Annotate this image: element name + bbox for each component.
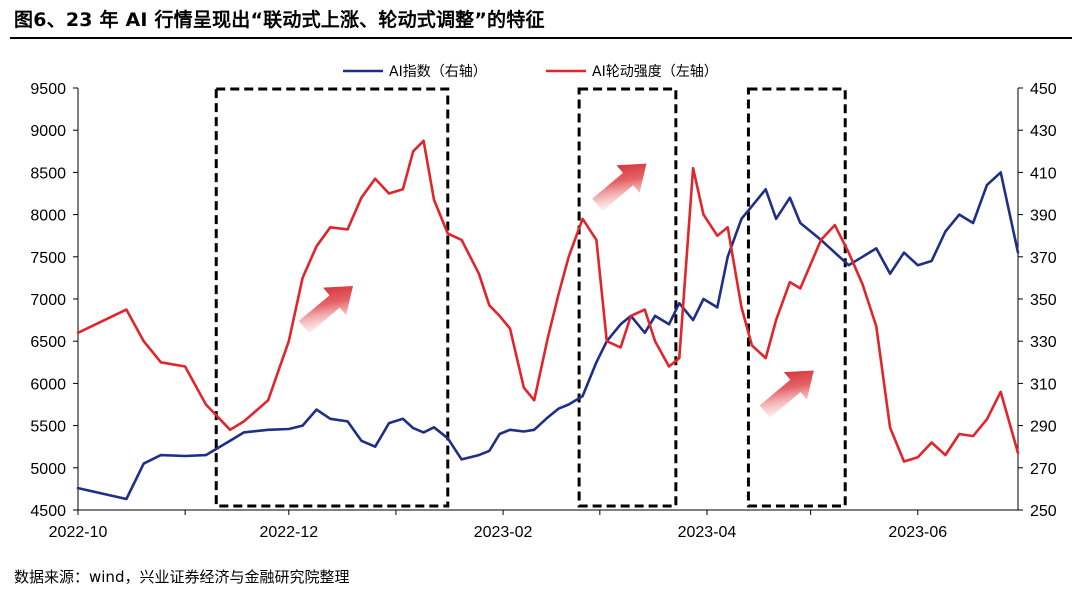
- source-note: 数据来源：wind，兴业证券经济与金融研究院整理: [14, 568, 350, 586]
- y-left-tick-label: 9500: [30, 81, 66, 98]
- y-right-tick-label: 410: [1030, 165, 1057, 182]
- y-right-tick-label: 390: [1030, 208, 1057, 225]
- highlight-box: [577, 87, 678, 508]
- axes-group: 4500 5000 5500 6000 6500 7000 7500 8000 8500 9000…: [30, 81, 1056, 541]
- y-left-tick-label: 9000: [30, 123, 66, 140]
- up-arrow-icon: [592, 163, 647, 211]
- y-left-tick-label: 7000: [30, 292, 66, 309]
- up-arrow-icon: [759, 370, 814, 418]
- y-left-tick-label: 8000: [30, 208, 66, 225]
- trend-arrows: [298, 163, 814, 418]
- y-right-tick-label: 270: [1030, 461, 1057, 478]
- highlight-box: [214, 87, 450, 508]
- highlight-box: [746, 87, 847, 508]
- y-left-tick-label: 6000: [30, 376, 66, 393]
- title-divider: [10, 37, 1072, 39]
- y-right-tick-label: 250: [1030, 503, 1057, 520]
- ai-rotation-line: [76, 139, 1020, 463]
- ai-index-line: [76, 171, 1020, 501]
- y-left-tick-label: 5500: [30, 419, 66, 436]
- y-left-tick-label: 5000: [30, 461, 66, 478]
- y-right-tick-label: 370: [1030, 250, 1057, 267]
- y-right-tick-label: 290: [1030, 419, 1057, 436]
- y-right-tick-label: 330: [1030, 334, 1057, 351]
- y-right-tick-label: 430: [1030, 123, 1057, 140]
- x-tick-label: 2023-06: [888, 524, 947, 541]
- series-lines: [76, 139, 1020, 501]
- y-right-tick-label: 310: [1030, 376, 1057, 393]
- chart-legend: AI指数（右轴） AI轮动强度（左轴）: [343, 64, 718, 80]
- up-arrow-icon: [298, 286, 353, 334]
- y-left-tick-label: 4500: [30, 503, 66, 520]
- x-tick-label: 2023-04: [678, 524, 737, 541]
- y-left-tick-label: 8500: [30, 165, 66, 182]
- legend-label: AI轮动强度（左轴）: [592, 64, 718, 80]
- y-right-tick-label: 350: [1030, 292, 1057, 309]
- arrow-shape: [759, 370, 814, 418]
- highlight-boxes: [214, 87, 847, 508]
- y-right-tick-label: 450: [1030, 81, 1057, 98]
- legend-label: AI指数（右轴）: [389, 64, 487, 80]
- x-tick-label: 2022-10: [49, 524, 108, 541]
- x-tick-label: 2023-02: [474, 524, 533, 541]
- arrow-shape: [298, 286, 353, 334]
- chart-title: 图6、23 年 AI 行情呈现出“联动式上涨、轮动式调整”的特征: [14, 9, 545, 31]
- y-left-tick-label: 7500: [30, 250, 66, 267]
- x-tick-label: 2022-12: [259, 524, 318, 541]
- y-left-tick-label: 6500: [30, 334, 66, 351]
- arrow-shape: [592, 163, 647, 211]
